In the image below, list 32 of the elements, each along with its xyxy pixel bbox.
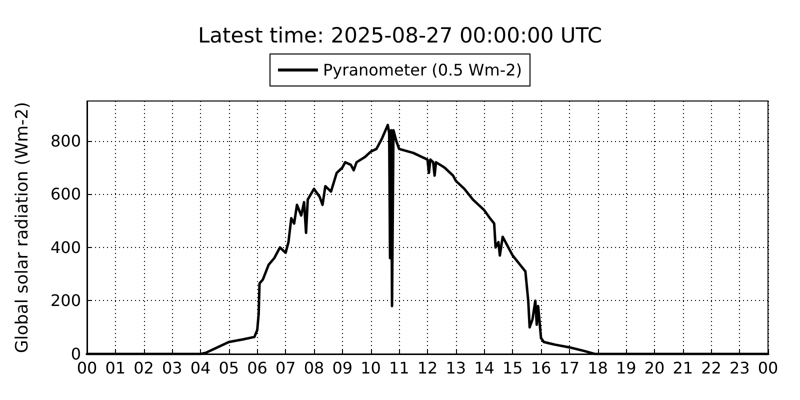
x-tick-label: 19 (616, 358, 636, 378)
x-tick-label: 20 (644, 358, 665, 378)
x-tick-label: 18 (588, 358, 608, 378)
x-tick-label: 11 (388, 358, 410, 378)
x-tick-label: 10 (360, 358, 381, 378)
y-tick-label: 400 (50, 238, 81, 257)
x-tick-label: 00 (758, 358, 778, 378)
x-tick-label: 16 (530, 358, 552, 378)
x-tick-label: 17 (559, 358, 580, 378)
x-tick-label: 07 (275, 358, 296, 378)
x-tick-label: 00 (76, 358, 98, 378)
x-tick-label: 01 (105, 358, 126, 378)
y-tick-label: 800 (50, 131, 81, 150)
x-tick-label: 06 (247, 358, 268, 378)
x-tick-label: 21 (672, 358, 694, 378)
y-tick-label: 600 (50, 184, 81, 204)
x-tick-label: 03 (162, 358, 182, 378)
x-tick-label: 05 (218, 358, 240, 378)
legend-label: Pyranometer (0.5 Wm-2) (322, 60, 522, 80)
x-tick-label: 14 (474, 358, 494, 378)
x-tick-label: 04 (190, 358, 211, 378)
y-tick-label: 200 (50, 291, 81, 310)
x-tick-label: 09 (332, 358, 353, 378)
x-tick-label: 13 (446, 358, 466, 378)
x-tick-label: 08 (304, 358, 324, 378)
chart-title: Latest time: 2025-08-27 00:00:00 UTC (198, 24, 602, 48)
x-tick-label: 23 (729, 358, 750, 378)
x-tick-label: 02 (134, 358, 154, 378)
x-tick-label: 22 (701, 358, 722, 378)
y-axis-title: Global solar radiation (Wm-2) (12, 102, 32, 354)
x-tick-label: 12 (417, 358, 438, 378)
x-tick-label: 15 (502, 358, 523, 378)
